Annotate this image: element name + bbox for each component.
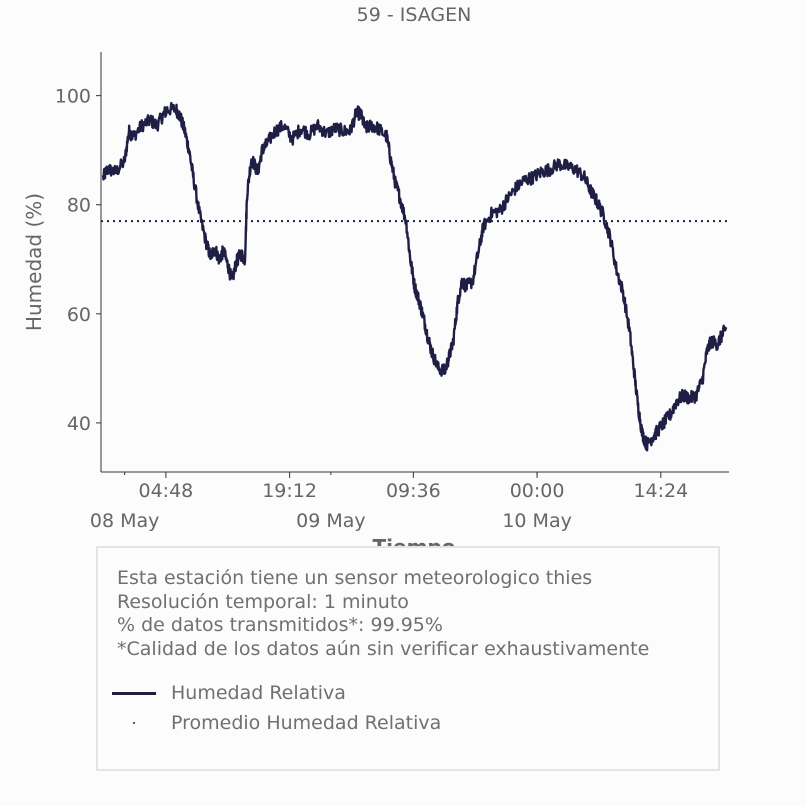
chart-title: 59 - ISAGEN [357, 4, 472, 26]
y-tick-label: 60 [67, 304, 91, 326]
x-tick-label: 00:00 [510, 480, 565, 502]
legend-label-humidity: Humedad Relativa [171, 682, 346, 704]
info-line-transmitted: % de datos transmitidos*: 99.95% [117, 614, 443, 636]
legend-label-average: Promedio Humedad Relativa [171, 712, 442, 734]
x-tick-label: 14:24 [633, 480, 688, 502]
legend-swatch-dotted [112, 711, 156, 735]
axes: 40 60 80 100 04:48 19:12 09:36 00:00 14:24 08 May… [55, 52, 729, 532]
legend-item-humidity: Humedad Relativa [112, 681, 346, 705]
x-date-label: 08 May [90, 510, 160, 532]
legend-swatch-solid [112, 681, 156, 705]
info-text: Esta estación tiene un sensor meteorolog… [117, 567, 649, 661]
x-tick-label: 09:36 [386, 480, 441, 502]
info-line-sensor: Esta estación tiene un sensor meteorolog… [117, 567, 593, 589]
humidity-series [101, 101, 728, 452]
legend-box: Esta estación tiene un sensor meteorolog… [96, 546, 720, 771]
y-tick-label: 80 [67, 195, 91, 217]
y-axis-label: Humedad (%) [22, 193, 46, 331]
info-line-quality-note: *Calidad de los datos aún sin verificar … [117, 637, 650, 660]
x-tick-label: 19:12 [262, 480, 317, 502]
y-tick-label: 40 [67, 413, 91, 435]
x-date-label: 10 May [502, 510, 572, 532]
x-tick-label: 04:48 [138, 480, 193, 502]
x-date-label: 09 May [296, 510, 366, 532]
humidity-line [101, 101, 728, 452]
info-line-resolution: Resolución temporal: 1 minuto [117, 590, 409, 613]
y-tick-label: 100 [55, 86, 91, 108]
legend-item-average: Promedio Humedad Relativa [112, 711, 441, 735]
